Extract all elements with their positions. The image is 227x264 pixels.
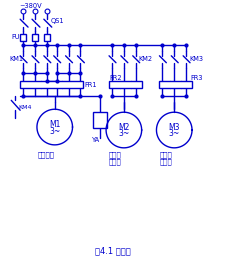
Text: 左动力: 左动力 <box>109 152 122 158</box>
Text: QS1: QS1 <box>51 18 64 24</box>
Text: KM4: KM4 <box>18 105 32 110</box>
Text: ~380V: ~380V <box>19 3 42 9</box>
Text: FU: FU <box>11 34 20 40</box>
Text: M3: M3 <box>168 122 180 131</box>
Text: 右动力: 右动力 <box>159 152 172 158</box>
Text: 图4.1 主电路: 图4.1 主电路 <box>95 246 131 255</box>
Text: 3~: 3~ <box>169 129 180 139</box>
Bar <box>20 34 26 41</box>
Text: M2: M2 <box>118 122 130 131</box>
Text: 头电机: 头电机 <box>109 158 122 165</box>
Text: FR3: FR3 <box>190 74 202 81</box>
Bar <box>20 81 83 88</box>
Text: KM1: KM1 <box>9 56 23 62</box>
Text: KM3: KM3 <box>189 56 203 62</box>
Bar <box>93 112 107 128</box>
Text: M1: M1 <box>49 120 60 129</box>
Text: 3~: 3~ <box>49 126 60 135</box>
Text: 头电机: 头电机 <box>159 158 172 165</box>
Text: 3~: 3~ <box>118 129 129 139</box>
Text: KM2: KM2 <box>139 56 153 62</box>
Bar <box>109 81 142 88</box>
Text: FR2: FR2 <box>109 74 122 81</box>
Bar <box>32 34 38 41</box>
Bar <box>44 34 50 41</box>
Text: 滑台电机: 滑台电机 <box>38 152 55 158</box>
Text: YA: YA <box>92 137 100 143</box>
Text: FR1: FR1 <box>84 82 97 87</box>
Bar <box>159 81 192 88</box>
